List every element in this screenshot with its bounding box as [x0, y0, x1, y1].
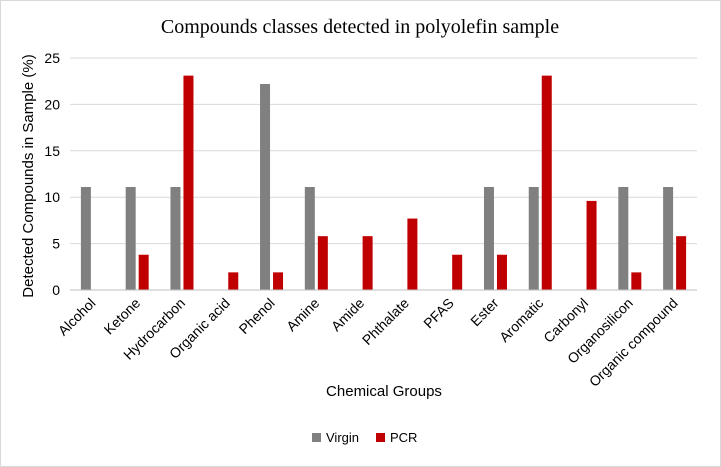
legend-swatch-virgin: [312, 433, 321, 442]
y-axis-label: Detected Compounds in Sample (%): [20, 54, 37, 297]
bar-pcr-aromatic: [541, 75, 552, 291]
bar-pcr-pfas: [452, 254, 463, 290]
bar-pcr-organic-compound: [676, 236, 687, 290]
x-tick-label: Phthalate: [359, 295, 412, 348]
x-tick-label: Ester: [467, 295, 502, 330]
bar-virgin-phenol: [260, 83, 271, 290]
x-tick-label: Organic compound: [586, 295, 681, 390]
bar-virgin-amine: [304, 186, 315, 290]
x-tick-label: Alcohol: [55, 295, 99, 339]
bar-virgin-ketone: [125, 186, 136, 290]
bar-pcr-ester: [496, 254, 507, 290]
x-tick-label: Amine: [283, 295, 323, 335]
y-tick-label: 10: [44, 189, 60, 205]
bar-virgin-hydrocarbon: [170, 186, 181, 290]
x-tick-label: PFAS: [420, 295, 457, 332]
x-tick-label: Phenol: [236, 295, 278, 337]
y-tick-label: 5: [52, 236, 60, 252]
bar-pcr-ketone: [138, 254, 149, 290]
bar-virgin-alcohol: [80, 186, 91, 290]
chart-title: Compounds classes detected in polyolefin…: [161, 16, 559, 38]
bar-pcr-phthalate: [407, 218, 418, 290]
x-tick-label: Amide: [328, 295, 368, 335]
bar-pcr-hydrocarbon: [183, 75, 194, 291]
bar-virgin-aromatic: [528, 186, 539, 290]
gridlines: [70, 57, 697, 245]
bar-virgin-ester: [483, 186, 494, 290]
bar-pcr-amide: [362, 236, 373, 290]
x-tick-label: Aromatic: [496, 295, 546, 345]
x-tick-label: Ketone: [101, 295, 144, 338]
bar-pcr-phenol: [273, 272, 284, 290]
y-tick-label: 25: [44, 50, 60, 66]
bars: [80, 75, 687, 291]
bar-pcr-carbonyl: [586, 200, 597, 290]
legend-swatch-pcr: [376, 433, 385, 442]
bar-pcr-organic-acid: [228, 272, 239, 290]
y-tick-label: 20: [44, 96, 60, 112]
bar-virgin-organosilicon: [618, 186, 629, 290]
y-axis-ticks: 0 5 10 15 20 25: [44, 50, 60, 298]
y-tick-label: 0: [52, 282, 60, 298]
bar-pcr-amine: [317, 236, 328, 290]
bar-virgin-organic-compound: [663, 186, 674, 290]
bar-pcr-organosilicon: [631, 272, 642, 290]
legend-label-virgin: Virgin: [326, 430, 359, 445]
legend: Virgin PCR: [312, 430, 417, 445]
y-tick-label: 15: [44, 143, 60, 159]
x-axis-label: Chemical Groups: [326, 383, 442, 400]
legend-label-pcr: PCR: [390, 430, 417, 445]
